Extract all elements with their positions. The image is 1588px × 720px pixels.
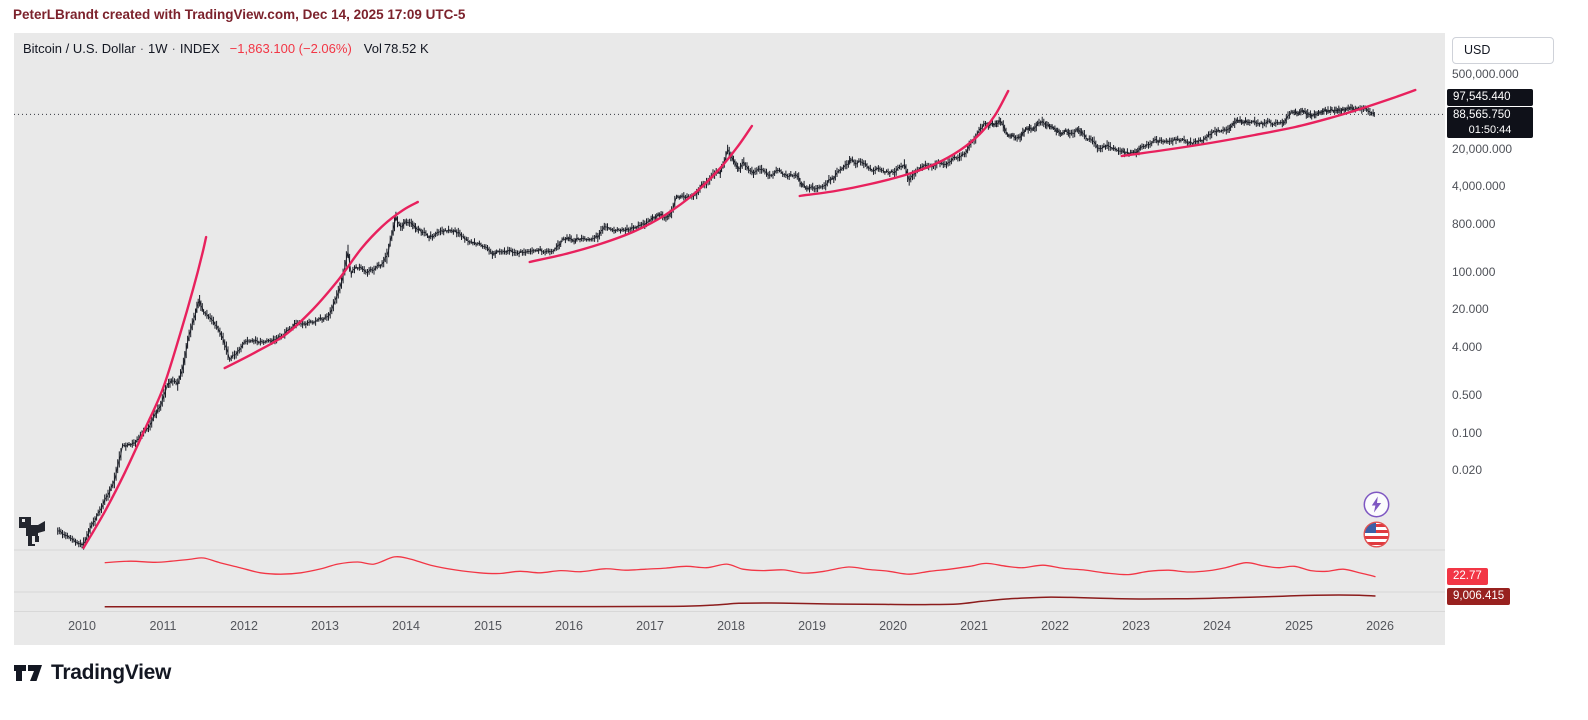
bar-countdown: 01:50:44 [1468, 124, 1512, 136]
price-bars [57, 103, 1375, 550]
year-label: 2011 [149, 619, 177, 633]
symbol-title[interactable]: Bitcoin / U.S. Dollar [23, 41, 136, 56]
year-label: 2014 [392, 619, 420, 633]
parabolic-curve-3[interactable] [528, 124, 754, 264]
year-label: 2021 [960, 619, 988, 633]
tradingview-logo-icon [14, 665, 42, 681]
price-tick-label: 20,000.000 [1452, 142, 1513, 156]
year-label: 2023 [1122, 619, 1150, 633]
year-label: 2022 [1041, 619, 1069, 633]
tradingview-logo[interactable]: TradingView [14, 661, 171, 685]
year-label: 2017 [636, 619, 664, 633]
year-label: 2012 [230, 619, 258, 633]
price-tick-label: 500,000.000 [1452, 67, 1519, 81]
year-label: 2019 [798, 619, 826, 633]
price-chart-canvas[interactable] [14, 33, 1445, 612]
price-tick-label: 4.000 [1452, 340, 1483, 354]
time-axis[interactable]: 2010 2011 2012 2013 2014 2015 2016 2017 2018 2019… [14, 612, 1445, 645]
price-tick-label: 100.000 [1452, 265, 1496, 279]
exchange: INDEX [179, 41, 220, 56]
year-label: 2015 [474, 619, 502, 633]
price-change: −1,863.100 (−2.06%) [229, 41, 352, 56]
indicator1-line [104, 556, 1376, 578]
indicator1-value-label: 22.77 [1447, 568, 1488, 585]
chart-legend: Bitcoin / U.S. Dollar · 1W · INDEX −1,863.100… [23, 41, 429, 56]
price-tick-label: 800.000 [1452, 217, 1496, 231]
currency-toggle[interactable]: USD [1452, 37, 1554, 64]
last-price-label: 88,565.750 01:50:44 [1447, 107, 1533, 138]
indicator2-line [104, 594, 1376, 608]
dino-icon [18, 517, 46, 547]
year-label: 2013 [311, 619, 339, 633]
indicator2-value-label: 9,006.415 [1447, 588, 1511, 605]
year-label: 2025 [1285, 619, 1313, 633]
year-label: 2016 [555, 619, 583, 633]
legend-separator: · [139, 41, 145, 56]
us-flag-icon[interactable] [1363, 521, 1390, 548]
legend-separator: · [171, 41, 176, 56]
parabolic-curve-5[interactable] [1120, 88, 1417, 158]
last-price-value: 88,565.750 [1453, 109, 1511, 121]
parabolic-curve-2[interactable] [223, 200, 419, 370]
year-label: 2026 [1366, 619, 1394, 633]
year-label: 2018 [717, 619, 745, 633]
year-label: 2024 [1203, 619, 1231, 633]
footer: TradingView [14, 661, 171, 685]
volume-value: 78.52 K [383, 41, 429, 56]
timeframe[interactable]: 1W [148, 41, 168, 56]
boost-lightning-icon[interactable] [1363, 491, 1390, 518]
price-tick-label: 0.500 [1452, 388, 1483, 402]
price-tick-labels: 500,000.000 20,000.000 4,000.000 800.000 100… [1445, 33, 1560, 645]
chart-area[interactable]: Bitcoin / U.S. Dollar · 1W · INDEX −1,863.100… [14, 33, 1445, 645]
year-label: 2010 [68, 619, 96, 633]
parabolic-curve-4[interactable] [798, 89, 1010, 198]
price-tick-label: 0.020 [1452, 463, 1483, 477]
volume-label: Vol [363, 41, 382, 56]
tradingview-logo-text: TradingView [51, 661, 172, 684]
price-tick-label: 20.000 [1452, 302, 1489, 316]
parabolic-curve-1[interactable] [82, 235, 208, 549]
price-label-upper: 97,545.440 [1447, 89, 1533, 106]
attribution-text: PeterLBrandt created with TradingView.co… [13, 7, 466, 22]
price-tick-label: 4,000.000 [1452, 179, 1506, 193]
price-tick-label: 0.100 [1452, 426, 1483, 440]
year-label: 2020 [879, 619, 907, 633]
price-axis[interactable]: USD 500,000.000 20,000.000 4,000.000 800.00… [1445, 33, 1560, 645]
